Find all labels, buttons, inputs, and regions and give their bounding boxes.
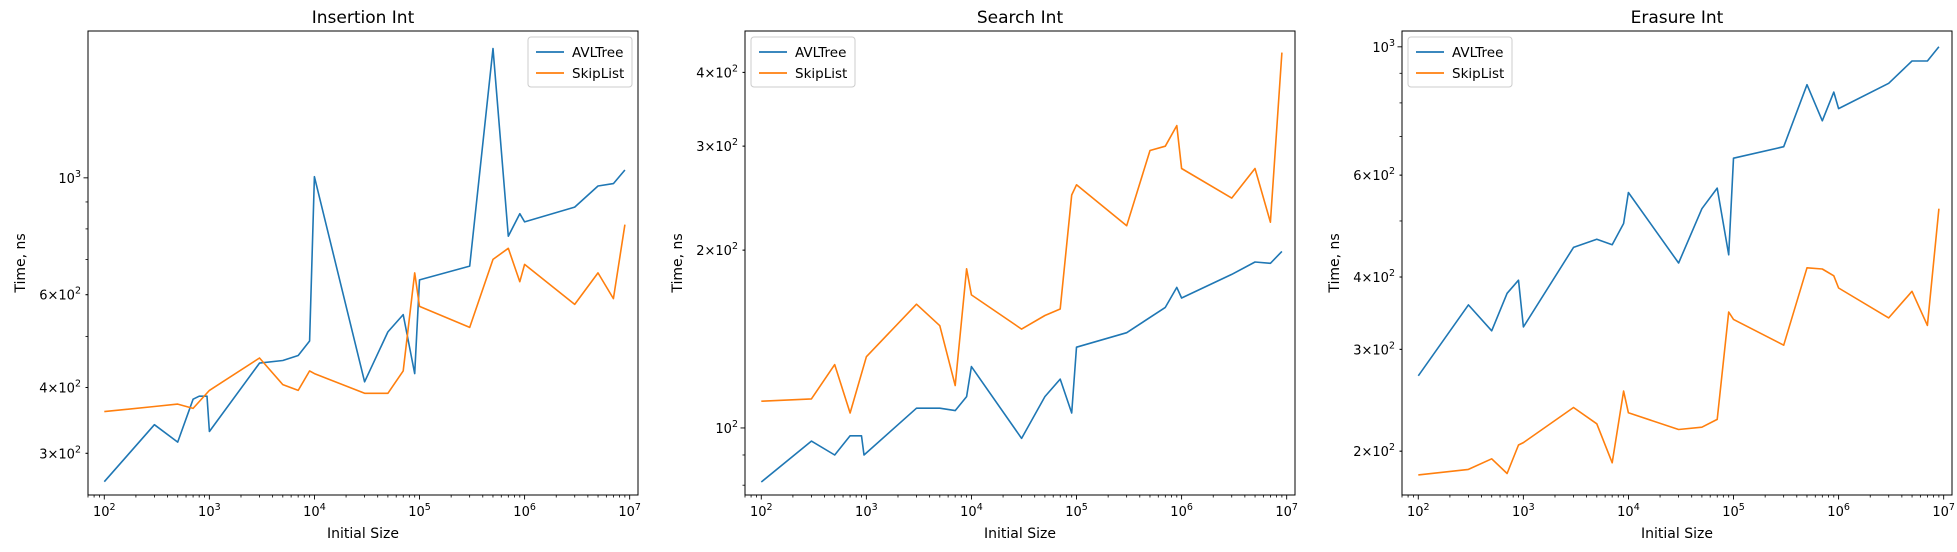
insertion-x-tick-label: 106	[513, 502, 536, 520]
erasure-x-tick-label: 107	[1932, 502, 1955, 520]
insertion-series-skiplist	[104, 224, 626, 413]
insertion-y-tick-label: 103	[58, 169, 81, 187]
search-y-tick-label: 3×102	[696, 137, 738, 155]
erasure-y-tick-label: 103	[1372, 38, 1395, 56]
search-series-avltree	[760, 250, 1283, 483]
erasure-legend: AVLTree SkipList	[1407, 36, 1513, 88]
erasure-x-tick-label: 104	[1617, 502, 1640, 520]
insertion-y-tick-label: 4×102	[39, 378, 81, 396]
erasure-y-tick-label: 2×102	[1353, 442, 1395, 460]
insertion-y-tick-label: 6×102	[39, 286, 81, 304]
erasure-y-tick-label: 3×102	[1353, 340, 1395, 358]
erasure-x-axis-label: Initial Size	[1641, 526, 1713, 542]
erasure-x-tick-label: 106	[1827, 502, 1850, 520]
search-legend: AVLTree SkipList	[750, 36, 856, 88]
erasure-x-tick-label: 103	[1512, 502, 1535, 520]
erasure-y-axis-label: Time, ns	[1327, 233, 1343, 293]
insertion-x-tick-label: 104	[303, 502, 326, 520]
search-x-axis-label: Initial Size	[984, 526, 1056, 542]
erasure-y-tick-label: 6×102	[1353, 166, 1395, 184]
erasure-series-skiplist	[1418, 208, 1940, 476]
erasure-legend-box	[1407, 36, 1513, 88]
insertion-legend-label-skiplist: SkipList	[572, 66, 624, 82]
erasure-x-tick-label: 105	[1722, 502, 1745, 520]
search-axes-frame	[744, 30, 1296, 496]
insertion-y-axis-label: Time, ns	[13, 233, 29, 293]
erasure-chart-title: Erasure Int	[1631, 8, 1724, 28]
search-chart: 102 103 104 105 106 107 102 2×102 3×102 4×102 Sear…	[670, 8, 1298, 542]
insertion-series-avltree	[103, 47, 626, 483]
insertion-axes-frame	[87, 30, 639, 496]
insertion-x-tick-label: 102	[93, 502, 116, 520]
insertion-x-tick-label: 105	[408, 502, 431, 520]
search-legend-label-avltree: AVLTree	[795, 45, 846, 61]
insertion-chart-title: Insertion Int	[312, 8, 415, 28]
erasure-x-tick-label: 102	[1407, 502, 1430, 520]
erasure-axes-frame	[1401, 30, 1953, 496]
insertion-x-axis-label: Initial Size	[327, 526, 399, 542]
search-chart-title: Search Int	[977, 8, 1064, 28]
erasure-chart: 102 103 104 105 106 107 2×102 3×102 4×102 6×102 10…	[1327, 8, 1955, 542]
insertion-chart: 102 103 104 105 106 107 3×102 4×102 6×102 103 Inse…	[13, 8, 641, 542]
search-y-tick-label: 102	[715, 419, 738, 437]
search-legend-box	[750, 36, 856, 88]
search-x-tick-label: 102	[750, 502, 773, 520]
search-x-tick-label: 106	[1170, 502, 1193, 520]
search-y-tick-label: 4×102	[696, 63, 738, 81]
search-series-skiplist	[761, 52, 1283, 414]
search-y-tick-label: 2×102	[696, 241, 738, 259]
search-legend-label-skiplist: SkipList	[795, 66, 847, 82]
search-x-tick-label: 104	[960, 502, 983, 520]
erasure-y-tick-label: 4×102	[1353, 268, 1395, 286]
erasure-series-avltree	[1417, 46, 1940, 377]
insertion-legend: AVLTree SkipList	[527, 36, 633, 88]
search-x-tick-label: 105	[1065, 502, 1088, 520]
search-x-tick-label: 103	[855, 502, 878, 520]
erasure-legend-label-skiplist: SkipList	[1452, 66, 1504, 82]
insertion-x-tick-label: 107	[618, 502, 641, 520]
insertion-x-tick-label: 103	[198, 502, 221, 520]
insertion-legend-label-avltree: AVLTree	[572, 45, 623, 61]
search-y-axis-label: Time, ns	[670, 233, 686, 293]
search-x-tick-label: 107	[1275, 502, 1298, 520]
erasure-legend-label-avltree: AVLTree	[1452, 45, 1503, 61]
insertion-legend-box	[527, 36, 633, 88]
insertion-y-tick-label: 3×102	[39, 444, 81, 462]
